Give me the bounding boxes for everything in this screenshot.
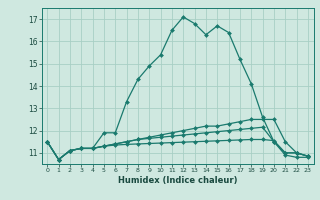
X-axis label: Humidex (Indice chaleur): Humidex (Indice chaleur) (118, 176, 237, 185)
